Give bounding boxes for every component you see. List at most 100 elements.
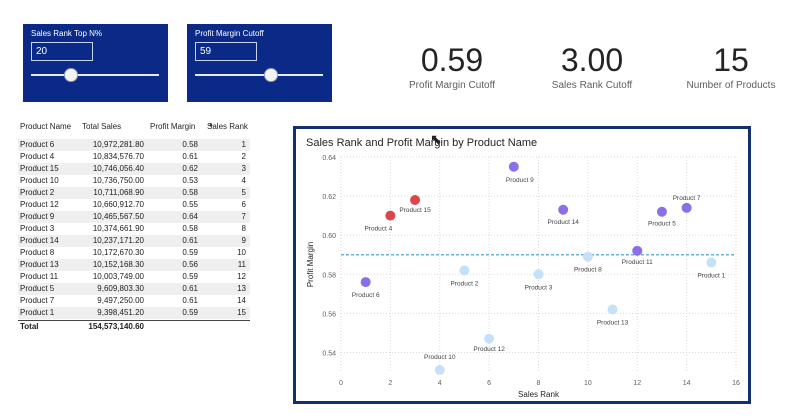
data-point bbox=[484, 333, 495, 344]
y-axis-title: Profit Margin bbox=[306, 242, 315, 287]
data-point bbox=[681, 202, 692, 213]
table-row[interactable]: Product 3 10,374,661.90 0.58 8 bbox=[18, 223, 250, 235]
cell-product-name: Product 4 bbox=[20, 152, 55, 161]
cell-profit-margin: 0.58 bbox=[182, 224, 198, 233]
cell-sales-rank: 13 bbox=[237, 284, 246, 293]
cell-sales-rank: 14 bbox=[237, 296, 246, 305]
table-row[interactable]: Product 11 10,003,749.00 0.59 12 bbox=[18, 271, 250, 283]
scatter-chart-visual[interactable]: Sales Rank and Profit Margin by Product … bbox=[293, 126, 751, 404]
table-row[interactable]: Product 5 9,609,803.30 0.61 13 bbox=[18, 283, 250, 295]
x-tick-label: 6 bbox=[487, 380, 491, 387]
cell-sales-rank: 2 bbox=[241, 152, 246, 161]
cell-profit-margin: 0.59 bbox=[182, 308, 198, 317]
table-row[interactable]: Product 9 10,465,567.50 0.64 7 bbox=[18, 211, 250, 223]
sort-ascending-icon[interactable]: ▲ bbox=[208, 122, 214, 128]
column-header-sales-rank[interactable]: Sales Rank bbox=[207, 122, 248, 131]
data-point-label: Product 4 bbox=[364, 226, 392, 233]
y-tick-label: 0.62 bbox=[322, 194, 336, 201]
data-point bbox=[706, 257, 717, 268]
table-row[interactable]: Product 8 10,172,670.30 0.59 10 bbox=[18, 247, 250, 259]
cell-sales-rank: 1 bbox=[241, 140, 246, 149]
data-point bbox=[434, 365, 445, 376]
cell-total-sales: 10,374,661.90 bbox=[92, 224, 144, 233]
slicer-profit-margin-cutoff[interactable]: Profit Margin Cutoff 59 bbox=[187, 24, 332, 102]
table-row[interactable]: Product 14 10,237,171.20 0.61 9 bbox=[18, 235, 250, 247]
data-point-label: Product 14 bbox=[547, 219, 579, 226]
column-header-profit-margin[interactable]: Profit Margin bbox=[150, 122, 196, 131]
table-row[interactable]: Product 7 9,497,250.00 0.61 14 bbox=[18, 295, 250, 307]
x-tick-label: 8 bbox=[537, 380, 541, 387]
slider-thumb[interactable] bbox=[263, 68, 278, 82]
cell-product-name: Product 1 bbox=[20, 308, 55, 317]
table-row[interactable]: Product 15 10,746,056.40 0.62 3 bbox=[18, 163, 250, 175]
column-header-product-name[interactable]: Product Name bbox=[20, 122, 72, 131]
cell-profit-margin: 0.61 bbox=[182, 296, 198, 305]
slicer-title: Profit Margin Cutoff bbox=[195, 29, 264, 38]
table-header: Product Name Total Sales Profit Margin S… bbox=[18, 122, 250, 139]
cell-profit-margin: 0.56 bbox=[182, 260, 198, 269]
table-row[interactable]: Product 10 10,736,750.00 0.53 4 bbox=[18, 175, 250, 187]
slider-thumb[interactable] bbox=[63, 68, 78, 82]
cell-product-name: Product 2 bbox=[20, 188, 55, 197]
products-table: Product Name Total Sales Profit Margin S… bbox=[18, 122, 250, 332]
cell-sales-rank: 5 bbox=[241, 188, 246, 197]
cell-profit-margin: 0.58 bbox=[182, 140, 198, 149]
cell-total-sales: 10,711,068.90 bbox=[93, 188, 144, 197]
table-row[interactable]: Product 13 10,152,168.30 0.56 11 bbox=[18, 259, 250, 271]
cell-product-name: Product 12 bbox=[20, 200, 59, 209]
cell-profit-margin: 0.61 bbox=[182, 284, 198, 293]
cell-product-name: Product 10 bbox=[20, 176, 59, 185]
cell-product-name: Product 13 bbox=[20, 260, 59, 269]
x-tick-label: 0 bbox=[339, 380, 343, 387]
x-tick-label: 16 bbox=[732, 380, 740, 387]
cell-profit-margin: 0.58 bbox=[182, 188, 198, 197]
slicer-sales-rank-top-n[interactable]: Sales Rank Top N% 20 bbox=[23, 24, 168, 102]
slider-track[interactable] bbox=[31, 74, 159, 76]
data-point-label: Product 15 bbox=[399, 207, 431, 214]
sales-rank-top-n-input[interactable]: 20 bbox=[31, 42, 93, 61]
data-point bbox=[360, 277, 371, 288]
cell-sales-rank: 6 bbox=[241, 200, 246, 209]
data-point-label: Product 6 bbox=[352, 292, 380, 299]
table-row[interactable]: Product 12 10,660,912.70 0.55 6 bbox=[18, 199, 250, 211]
cell-product-name: Product 3 bbox=[20, 224, 55, 233]
cell-total-sales: 10,237,171.20 bbox=[92, 236, 144, 245]
cell-product-name: Product 11 bbox=[20, 272, 59, 281]
cell-profit-margin: 0.59 bbox=[182, 248, 198, 257]
mouse-cursor-icon: ⬉ bbox=[430, 131, 442, 147]
chart-title: Sales Rank and Profit Margin by Product … bbox=[306, 137, 538, 149]
cell-product-name: Product 5 bbox=[20, 284, 55, 293]
slider-track[interactable] bbox=[195, 74, 323, 76]
data-point-label: Product 5 bbox=[648, 221, 676, 228]
cell-total-sales: 9,497,250.00 bbox=[97, 296, 144, 305]
data-point-label: Product 2 bbox=[451, 280, 479, 287]
cell-total-sales: 10,003,749.00 bbox=[92, 272, 144, 281]
data-point bbox=[533, 269, 544, 280]
kpi-card-number-of-products: 15 Number of Products bbox=[661, 40, 800, 91]
table-total-row: Total 154,573,140.60 bbox=[18, 320, 250, 332]
kpi-value: 15 bbox=[713, 42, 749, 78]
cell-product-name: Product 7 bbox=[20, 296, 55, 305]
kpi-label: Sales Rank Cutoff bbox=[551, 80, 633, 91]
cell-sales-rank: 3 bbox=[241, 164, 246, 173]
table-row[interactable]: Product 4 10,834,576.70 0.61 2 bbox=[18, 151, 250, 163]
cell-total-sales: 9,398,451.20 bbox=[97, 308, 144, 317]
profit-margin-cutoff-input[interactable]: 59 bbox=[195, 42, 257, 61]
column-header-total-sales[interactable]: Total Sales bbox=[82, 122, 122, 131]
data-point-label: Product 10 bbox=[424, 354, 456, 361]
y-tick-label: 0.58 bbox=[322, 272, 336, 279]
cell-profit-margin: 0.55 bbox=[182, 200, 198, 209]
table-row[interactable]: Product 2 10,711,068.90 0.58 5 bbox=[18, 187, 250, 199]
total-sales-value: 154,573,140.60 bbox=[88, 322, 144, 331]
scatter-plot[interactable]: 0 2 4 6 8 10 12 14 16 0.54 0.56 0.58 0.60 0.62 0.64 Sal… bbox=[296, 129, 748, 401]
table-row[interactable]: Product 6 10,972,281.80 0.58 1 bbox=[18, 139, 250, 151]
kpi-value: 0.59 bbox=[420, 42, 484, 78]
kpi-label: Number of Products bbox=[686, 80, 776, 91]
table-row[interactable]: Product 1 9,398,451.20 0.59 15 bbox=[18, 307, 250, 319]
cell-sales-rank: 12 bbox=[237, 272, 246, 281]
y-tick-label: 0.60 bbox=[322, 233, 336, 240]
cell-total-sales: 10,972,281.80 bbox=[92, 140, 144, 149]
data-point-label: Product 3 bbox=[525, 284, 553, 291]
y-tick-label: 0.54 bbox=[322, 350, 336, 357]
data-point-label: Product 1 bbox=[697, 273, 725, 280]
